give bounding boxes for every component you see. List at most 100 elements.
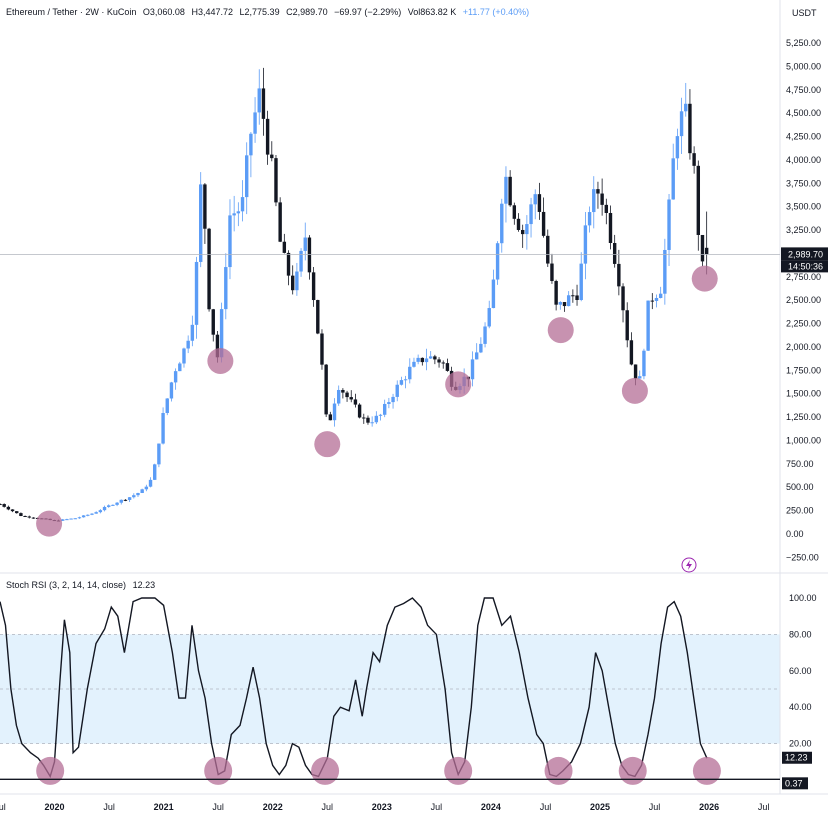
candle-body [658, 293, 663, 298]
candle-body [232, 213, 236, 216]
candle-body [362, 417, 366, 419]
candle-body [679, 111, 684, 137]
candle-body [700, 234, 705, 262]
price-low-marker [547, 317, 574, 344]
open-value: O3,060.08 [142, 7, 185, 17]
candle-body [575, 295, 579, 300]
candle-body [357, 404, 362, 418]
candle-body [495, 243, 500, 280]
rsi-value-label: 12.23 [785, 753, 808, 763]
candle-body [69, 518, 73, 520]
candle-body [219, 309, 224, 358]
rsi-current-value: 12.23 [132, 580, 156, 590]
candle-body [625, 310, 629, 341]
rsi-tick-label: 80.00 [789, 629, 812, 639]
candle-body [303, 237, 307, 251]
rsi-low-marker [692, 756, 721, 785]
price-low-marker [314, 431, 341, 458]
candle-body [474, 352, 479, 360]
candle-body [445, 363, 450, 371]
candle-body [90, 513, 94, 515]
candle-body [416, 357, 420, 362]
candle-body [182, 348, 186, 364]
time-tick-label: Jul [431, 802, 443, 812]
candle-body [571, 295, 575, 297]
rsi-low-marker [204, 756, 233, 785]
candle-body [479, 343, 483, 353]
candle-body [132, 495, 136, 498]
candle-body [311, 272, 316, 301]
candle-body [391, 396, 395, 403]
candle-body [286, 252, 291, 276]
symbol-label: Ethereum / Tether · 2W · KuCoin [6, 7, 137, 17]
candle-body [98, 510, 103, 513]
candle-body [671, 158, 675, 200]
price-tick-label: 500.00 [786, 482, 814, 492]
candle-body [236, 211, 241, 214]
candle-body [211, 309, 215, 335]
candle-body [696, 165, 701, 235]
candle-body [111, 504, 115, 506]
rsi-value-badge [782, 751, 812, 764]
time-tick-label: 2024 [481, 802, 501, 812]
candle-body [596, 189, 600, 194]
candle-body [646, 300, 650, 351]
price-tick-label: 2,500.00 [786, 295, 821, 305]
candle-body [123, 499, 128, 501]
candle-body [336, 389, 341, 404]
candle-body [299, 250, 303, 272]
candle-body [675, 136, 680, 159]
time-tick-label: 2022 [263, 802, 283, 812]
candle-body [161, 413, 165, 444]
candle-body [127, 497, 132, 500]
candle-body [320, 333, 324, 365]
candle-body [437, 359, 441, 363]
rsi-tick-label: 20.00 [789, 739, 812, 749]
candle-body [199, 184, 203, 262]
candle-body [504, 176, 508, 204]
low-value: L2,775.39 [239, 7, 280, 17]
price-tick-label: 1,000.00 [786, 435, 821, 445]
candle-body [178, 363, 182, 372]
rsi-low-marker [544, 756, 573, 785]
candle-body [667, 199, 671, 250]
price-tick-label: −250.00 [786, 552, 819, 562]
rsi-low-marker [444, 756, 473, 785]
candle-body [253, 112, 257, 134]
candle-body [102, 506, 107, 511]
candle-body [274, 158, 278, 203]
price-tick-label: 1,500.00 [786, 389, 821, 399]
candle-body [249, 133, 253, 156]
candle-body [169, 382, 174, 399]
candle-body [261, 88, 266, 119]
candle-body [186, 340, 190, 349]
price-tick-label: 3,500.00 [786, 202, 821, 212]
candle-body [500, 203, 504, 244]
time-tick-label: 2025 [590, 802, 610, 812]
time-tick-label: 2026 [699, 802, 719, 812]
currency-label: USDT [792, 8, 817, 18]
candle-body [378, 414, 383, 416]
candle-body [115, 502, 119, 505]
rsi-secondary-badge [782, 777, 808, 790]
price-tick-label: 4,750.00 [786, 85, 821, 95]
rsi-secondary-label: 0.37 [785, 778, 803, 788]
candle-body [399, 380, 404, 385]
candle-body [278, 202, 282, 242]
price-tick-label: 0.00 [786, 529, 804, 539]
rsi-tick-label: 60.00 [789, 666, 812, 676]
ext-change-value: +11.77 (+0.40%) [462, 7, 530, 17]
candle-body [592, 189, 596, 213]
lightning-icon-glyph [686, 560, 692, 570]
candle-body [546, 235, 550, 264]
candle-body [291, 275, 295, 291]
candle-body [642, 350, 646, 377]
change-value: −69.97 (−2.29%) [334, 7, 402, 17]
candles-group [0, 67, 709, 522]
candle-body [240, 197, 245, 212]
candle-body [257, 88, 261, 113]
candle-body [483, 326, 487, 344]
candle-body [654, 297, 659, 301]
